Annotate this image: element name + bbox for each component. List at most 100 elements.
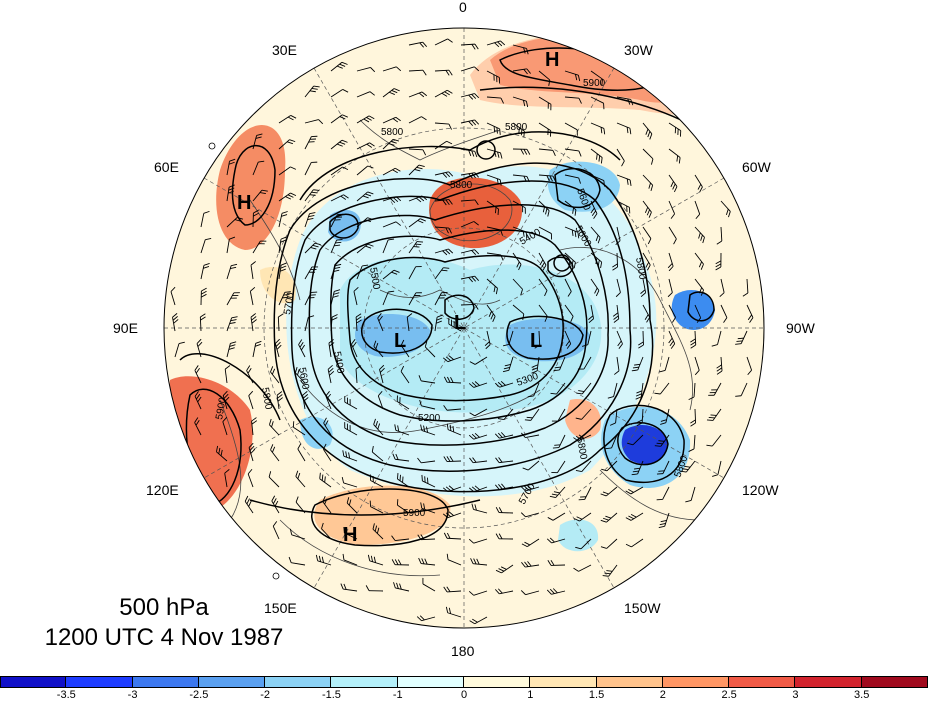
wind-barb xyxy=(530,408,540,421)
wind-barb-flag xyxy=(575,469,582,472)
wind-barb xyxy=(269,424,280,436)
wind-barb-flag xyxy=(549,537,555,543)
wind-barb-flag xyxy=(421,558,425,565)
wind-barb-flag xyxy=(700,289,704,296)
longitude-label-30e: 30E xyxy=(272,42,297,58)
wind-barb-flag xyxy=(335,241,342,244)
wind-barb-flag xyxy=(445,172,451,178)
wind-barb-flag xyxy=(416,166,423,170)
contour-label: 5200 xyxy=(418,413,441,424)
wind-barb-flag xyxy=(331,314,338,318)
wind-barb-flag xyxy=(468,487,475,493)
wind-barb-flag xyxy=(591,210,597,217)
wind-barb-flag xyxy=(500,566,507,570)
wind-barb xyxy=(694,356,700,371)
wind-barb-flag xyxy=(250,261,256,266)
wind-barb xyxy=(538,226,552,234)
longitude-label-0: 0 xyxy=(459,0,467,15)
wind-barb xyxy=(720,226,723,242)
wind-barb-flag xyxy=(203,210,210,214)
colorbar: -3.5 -3 -2.5 -2 -1.5 -1 0 1 1.5 2 2.5 3 3.5 xyxy=(0,676,928,702)
wind-barb-flag xyxy=(334,266,341,270)
wind-barb xyxy=(668,278,673,293)
wind-barb-flag xyxy=(571,260,574,267)
wind-barb-flag xyxy=(309,90,316,93)
wind-barb xyxy=(556,460,566,473)
wind-barb xyxy=(578,564,592,572)
wind-barb-flag xyxy=(282,296,289,299)
wind-barb-flag xyxy=(650,185,654,192)
wind-barb-flag xyxy=(400,365,405,372)
wind-barb xyxy=(564,330,572,344)
wind-barb xyxy=(668,122,681,131)
wind-barb xyxy=(579,512,592,522)
wind-barb-flag xyxy=(298,339,303,345)
wind-barb xyxy=(605,486,618,497)
wind-barb-flag xyxy=(445,199,450,206)
wind-barb-flag xyxy=(419,42,425,48)
wind-barb-flag xyxy=(654,445,661,447)
wind-barb xyxy=(538,278,548,291)
wind-barb-flag xyxy=(448,511,454,516)
cold-anomaly-canada xyxy=(505,318,590,362)
wind-barb-flag xyxy=(553,369,560,372)
wind-barb-flag xyxy=(223,393,229,399)
wind-barb xyxy=(293,426,306,436)
wind-barb xyxy=(356,243,369,254)
wind-barb-flag xyxy=(326,393,332,400)
contour-label: 5400 xyxy=(331,351,346,375)
wind-barb xyxy=(637,356,644,371)
wind-barb xyxy=(356,191,368,202)
wind-barb-flag xyxy=(379,367,385,373)
wind-barb-flag xyxy=(389,91,395,96)
wind-barb-flag xyxy=(392,118,399,123)
wind-barb-flag xyxy=(606,570,613,572)
wind-barb-flag xyxy=(541,262,545,268)
wind-barb-flag xyxy=(670,181,674,188)
wind-barb xyxy=(694,174,703,188)
contour-label: 5700 xyxy=(282,291,297,315)
wind-barb xyxy=(583,356,592,370)
wind-barb xyxy=(606,512,618,523)
wind-barb xyxy=(395,458,410,462)
wind-barb xyxy=(564,252,576,263)
wind-barb-flag xyxy=(525,231,528,238)
wind-barb xyxy=(473,508,488,514)
wind-barb xyxy=(584,486,592,500)
wind-barb-flag xyxy=(600,493,607,497)
wind-barb-flag xyxy=(596,153,598,160)
wind-barb-flag xyxy=(575,417,582,420)
wind-barb xyxy=(250,317,254,332)
wind-barb-flag xyxy=(497,588,503,594)
wind-barb-flag xyxy=(684,465,691,468)
wind-barb xyxy=(642,278,647,293)
wind-barb xyxy=(664,512,670,527)
wind-barb xyxy=(740,382,748,396)
wind-barb-flag xyxy=(340,583,344,590)
wind-barb xyxy=(194,396,202,410)
wind-barb-flag xyxy=(342,114,348,118)
wind-barb-flag xyxy=(253,212,259,217)
wind-barb-flag xyxy=(441,269,448,272)
wind-barb-flag xyxy=(450,376,454,383)
wind-barb-flag xyxy=(216,445,219,452)
wind-barb-flag xyxy=(597,260,600,267)
wind-barb xyxy=(268,476,280,488)
wind-barb-flag xyxy=(448,123,452,130)
wind-barb xyxy=(396,401,410,410)
wind-barb-flag xyxy=(280,236,287,240)
wind-barb-flag xyxy=(678,157,681,164)
wind-barb-flag xyxy=(228,190,234,194)
wind-barb xyxy=(587,330,592,345)
wind-barb-flag xyxy=(698,232,701,239)
wind-barb xyxy=(278,192,291,202)
wind-barb-flag xyxy=(443,267,450,269)
wind-barb xyxy=(486,40,501,46)
wind-barb-flag xyxy=(500,380,506,386)
wind-barb-flag xyxy=(625,517,632,521)
wind-barb-flag xyxy=(443,532,448,539)
wind-barb xyxy=(327,369,332,384)
wind-barb xyxy=(746,304,754,318)
wind-barb xyxy=(226,217,238,228)
wind-barb xyxy=(400,371,410,384)
